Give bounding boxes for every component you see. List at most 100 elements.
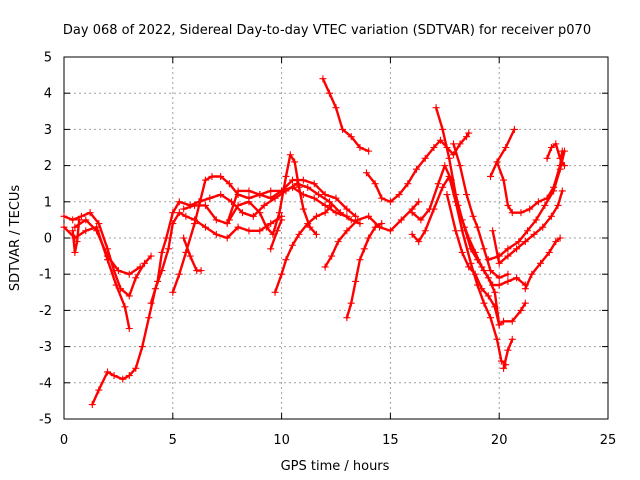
data-point (526, 205, 534, 213)
data-point (212, 230, 220, 238)
x-axis-label: GPS time / hours (281, 459, 390, 474)
data-point (386, 227, 394, 235)
series-track-15 (321, 198, 423, 271)
data-point (532, 216, 540, 224)
series-track-26 (484, 147, 568, 264)
series-track-18 (408, 172, 510, 369)
data-point (282, 256, 290, 264)
x-tick-label: 15 (382, 433, 399, 448)
data-point (321, 191, 329, 199)
data-point (75, 216, 83, 224)
data-point (132, 274, 140, 282)
data-point (125, 325, 133, 332)
data-point (71, 248, 79, 256)
series-track-16 (362, 129, 473, 206)
data-point (478, 263, 486, 271)
data-point (556, 234, 564, 242)
data-point (467, 259, 475, 267)
data-point (443, 191, 451, 199)
data-point (530, 230, 538, 238)
data-point (141, 259, 149, 267)
data-point (502, 144, 510, 151)
data-point (500, 317, 508, 325)
data-point (82, 216, 90, 224)
data-point (545, 248, 553, 256)
data-point (182, 212, 190, 220)
data-point (93, 227, 101, 235)
series-track-20 (443, 191, 503, 329)
data-point (138, 343, 146, 351)
data-point (69, 227, 77, 235)
data-point (164, 245, 172, 253)
data-point (201, 201, 209, 209)
y-tick-label: 5 (44, 51, 52, 66)
data-point (267, 187, 275, 195)
y-tick-label: 4 (44, 87, 52, 102)
data-point (560, 147, 568, 155)
data-point (450, 140, 458, 148)
series-track-6 (147, 180, 364, 307)
data-point (495, 321, 503, 329)
data-point (125, 270, 133, 278)
data-point (491, 303, 499, 311)
data-point (523, 227, 531, 235)
data-point (452, 227, 460, 235)
series-line (228, 153, 318, 236)
data-point (395, 191, 403, 199)
data-point (125, 372, 133, 380)
data-point (288, 183, 296, 191)
data-point (439, 125, 447, 133)
data-point (415, 198, 423, 206)
data-point (286, 151, 294, 159)
data-point (175, 209, 183, 217)
data-point (256, 191, 264, 199)
data-point (541, 201, 549, 209)
data-point (306, 223, 314, 231)
series-track-14 (343, 220, 386, 322)
data-point (356, 144, 364, 151)
data-point (82, 227, 90, 235)
data-point (328, 201, 336, 209)
data-point (508, 209, 516, 217)
x-tick-label: 20 (491, 433, 508, 448)
data-point (495, 252, 503, 260)
data-point (469, 212, 477, 220)
data-point (245, 187, 253, 195)
data-point (291, 158, 299, 166)
data-point (321, 209, 329, 217)
data-point (104, 368, 112, 376)
data-point (69, 216, 77, 224)
x-tick-label: 25 (600, 433, 617, 448)
data-point (201, 176, 209, 184)
data-point (365, 212, 373, 220)
data-point (493, 335, 501, 343)
data-point (408, 230, 416, 238)
data-point (458, 216, 466, 224)
data-point (500, 364, 508, 372)
data-point (249, 212, 257, 220)
data-point (484, 292, 492, 300)
y-tick-label: -1 (39, 268, 52, 283)
data-point (299, 176, 307, 184)
data-point (288, 241, 296, 249)
data-point (556, 154, 564, 162)
data-point (245, 198, 253, 206)
data-point (267, 245, 275, 253)
data-point (273, 227, 281, 235)
data-point (186, 252, 194, 260)
x-tick-label: 10 (273, 433, 290, 448)
x-tick-label: 0 (60, 433, 68, 448)
data-point (415, 238, 423, 246)
data-point (360, 245, 368, 253)
data-point (295, 183, 303, 191)
data-point (282, 172, 290, 180)
grid-lines (64, 57, 608, 419)
data-point (471, 270, 479, 278)
data-point (371, 180, 379, 188)
data-point (430, 144, 438, 151)
data-point (404, 180, 412, 188)
data-point (356, 256, 364, 264)
data-point (430, 205, 438, 213)
data-series (60, 75, 568, 409)
y-tick-label: -3 (39, 340, 52, 355)
